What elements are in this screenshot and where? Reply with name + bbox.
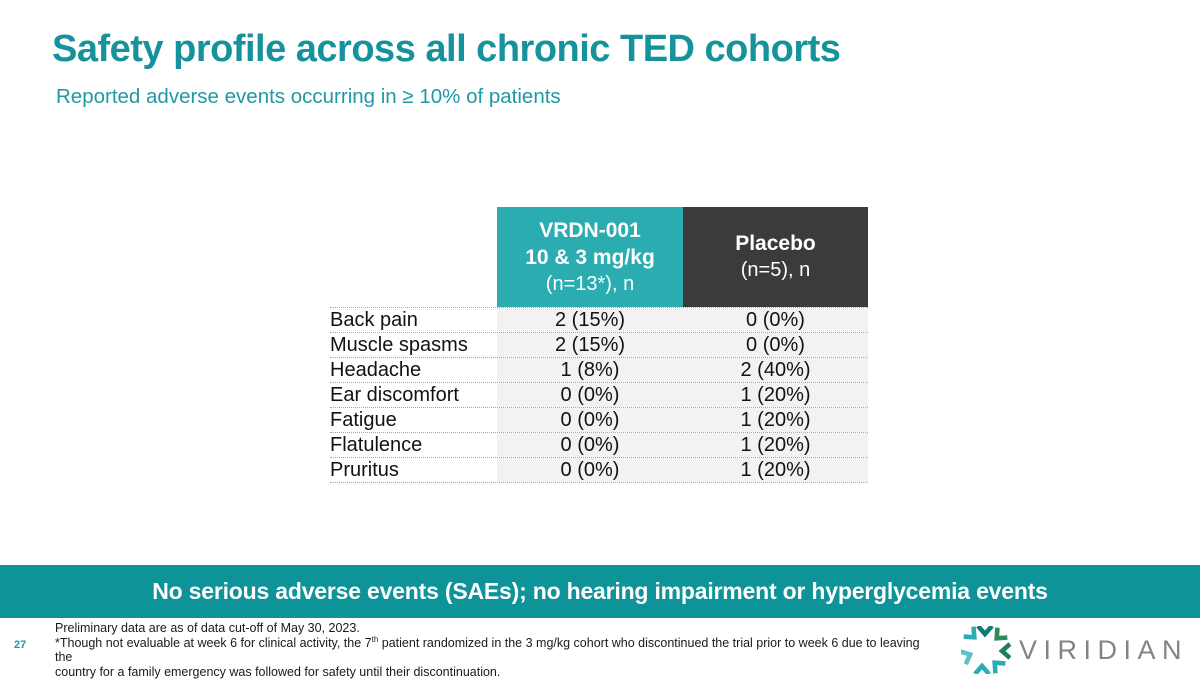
page-number: 27 (14, 639, 26, 651)
table-header-spacer (330, 207, 497, 307)
table-row: Flatulence 0 (0%) 1 (20%) (330, 433, 868, 458)
adverse-event-label: Ear discomfort (330, 383, 497, 407)
table-row: Pruritus 0 (0%) 1 (20%) (330, 458, 868, 483)
footnote-line: *Though not evaluable at week 6 for clin… (55, 636, 935, 665)
footnote-line: country for a family emergency was follo… (55, 665, 935, 679)
table-row: Back pain 2 (15%) 0 (0%) (330, 308, 868, 333)
table-row: Ear discomfort 0 (0%) 1 (20%) (330, 383, 868, 408)
vrdn-value: 0 (0%) (497, 433, 683, 457)
viridian-wordmark: VIRIDIAN (1019, 635, 1188, 666)
adverse-event-label: Muscle spasms (330, 333, 497, 357)
table-row: Fatigue 0 (0%) 1 (20%) (330, 408, 868, 433)
adverse-event-label: Fatigue (330, 408, 497, 432)
placebo-value: 1 (20%) (683, 433, 868, 457)
key-message-text: No serious adverse events (SAEs); no hea… (152, 578, 1048, 605)
column-header-line: 10 & 3 mg/kg (525, 244, 655, 271)
adverse-event-label: Flatulence (330, 433, 497, 457)
table-header-row: VRDN-001 10 & 3 mg/kg (n=13*), n Placebo… (330, 207, 868, 307)
page-subtitle: Reported adverse events occurring in ≥ 1… (56, 85, 956, 109)
page-title: Safety profile across all chronic TED co… (52, 28, 1052, 71)
adverse-events-table: VRDN-001 10 & 3 mg/kg (n=13*), n Placebo… (330, 207, 868, 483)
table-row: Muscle spasms 2 (15%) 0 (0%) (330, 333, 868, 358)
table-body: Back pain 2 (15%) 0 (0%) Muscle spasms 2… (330, 307, 868, 483)
vrdn-value: 0 (0%) (497, 408, 683, 432)
placebo-value: 2 (40%) (683, 358, 868, 382)
adverse-event-label: Back pain (330, 308, 497, 332)
footnotes: Preliminary data are as of data cut-off … (55, 621, 935, 679)
placebo-value: 1 (20%) (683, 408, 868, 432)
table-row: Headache 1 (8%) 2 (40%) (330, 358, 868, 383)
footnote-line: Preliminary data are as of data cut-off … (55, 621, 935, 636)
viridian-logo: VIRIDIAN (961, 626, 1188, 674)
column-header-line: VRDN-001 (539, 217, 641, 244)
viridian-logo-icon (961, 626, 1011, 674)
adverse-event-label: Pruritus (330, 458, 497, 482)
placebo-value: 0 (0%) (683, 308, 868, 332)
adverse-event-label: Headache (330, 358, 497, 382)
column-header-line: Placebo (735, 230, 816, 257)
vrdn-value: 2 (15%) (497, 333, 683, 357)
vrdn-value: 0 (0%) (497, 458, 683, 482)
placebo-value: 1 (20%) (683, 458, 868, 482)
column-header-vrdn-001: VRDN-001 10 & 3 mg/kg (n=13*), n (497, 207, 683, 307)
key-message-banner: No serious adverse events (SAEs); no hea… (0, 565, 1200, 618)
vrdn-value: 1 (8%) (497, 358, 683, 382)
placebo-value: 0 (0%) (683, 333, 868, 357)
vrdn-value: 0 (0%) (497, 383, 683, 407)
column-header-line: (n=5), n (741, 257, 810, 284)
column-header-line: (n=13*), n (546, 271, 634, 298)
placebo-value: 1 (20%) (683, 383, 868, 407)
vrdn-value: 2 (15%) (497, 308, 683, 332)
column-header-placebo: Placebo (n=5), n (683, 207, 868, 307)
